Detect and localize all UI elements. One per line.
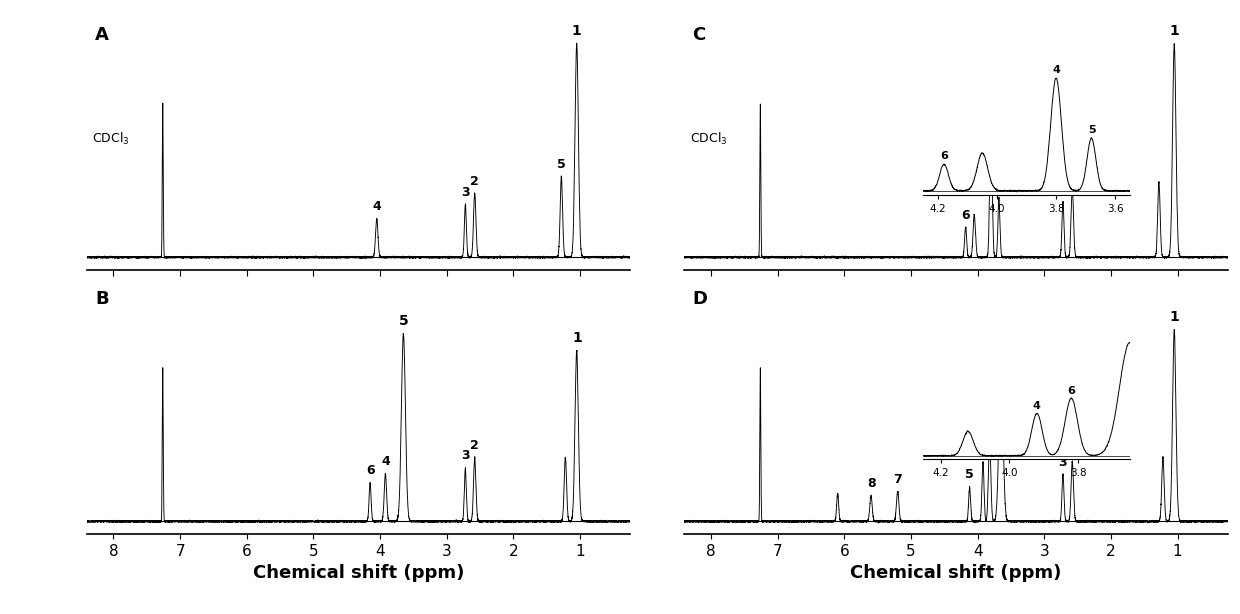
- Text: D: D: [692, 290, 708, 308]
- Text: 5: 5: [965, 468, 973, 481]
- Text: 1: 1: [1169, 310, 1179, 324]
- Text: 2: 2: [470, 438, 479, 451]
- Text: 4: 4: [986, 110, 996, 124]
- X-axis label: Chemical shift (ppm): Chemical shift (ppm): [851, 564, 1061, 583]
- Text: 1: 1: [572, 331, 582, 345]
- Text: 2: 2: [470, 174, 479, 187]
- Text: A: A: [95, 26, 109, 44]
- Text: 4: 4: [372, 200, 381, 213]
- X-axis label: Chemical shift (ppm): Chemical shift (ppm): [253, 564, 464, 583]
- Text: 6: 6: [366, 464, 374, 477]
- Text: C: C: [692, 26, 706, 44]
- Text: 6: 6: [961, 209, 970, 222]
- Text: 8: 8: [867, 477, 875, 490]
- Text: 5: 5: [994, 179, 1003, 192]
- Text: 3: 3: [461, 449, 470, 462]
- Text: 5: 5: [398, 314, 408, 328]
- Text: 5: 5: [557, 158, 565, 171]
- Text: 4: 4: [381, 455, 389, 468]
- Text: 2: 2: [1068, 171, 1076, 184]
- Text: 7: 7: [893, 473, 901, 486]
- Text: B: B: [95, 290, 109, 308]
- Text: 4: 4: [978, 443, 987, 456]
- Text: 1: 1: [572, 24, 582, 38]
- Text: 3: 3: [1059, 456, 1068, 468]
- Text: 3: 3: [461, 185, 470, 198]
- Text: CDCl$_3$: CDCl$_3$: [92, 131, 130, 147]
- Text: 3: 3: [1059, 184, 1068, 196]
- Text: 6: 6: [986, 421, 994, 435]
- Text: 2: 2: [1068, 443, 1076, 456]
- Text: CDCl$_3$: CDCl$_3$: [689, 131, 728, 147]
- Text: 1: 1: [1169, 25, 1179, 38]
